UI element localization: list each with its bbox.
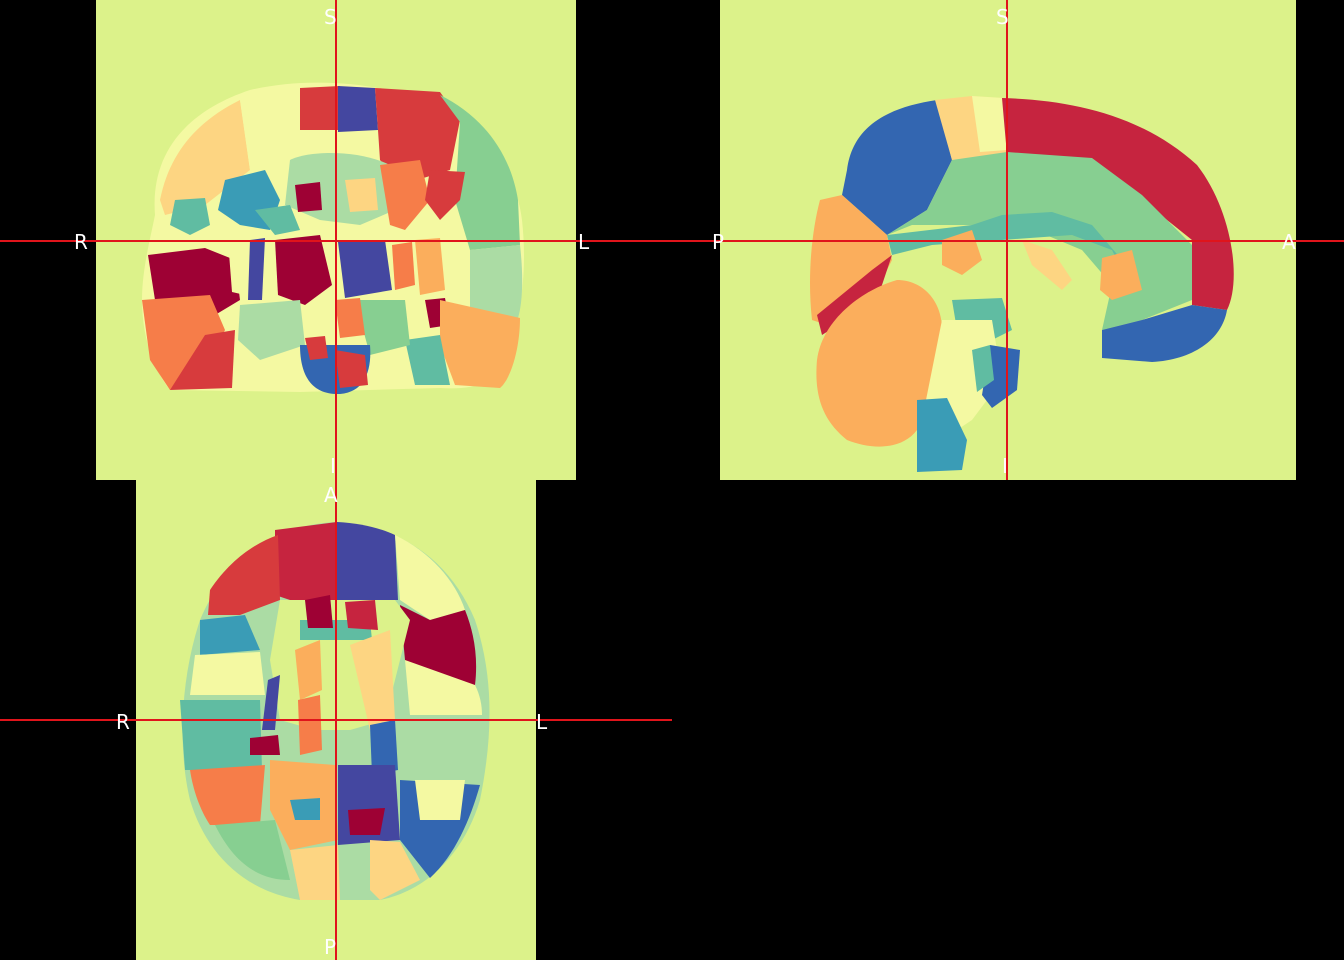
empty-render-panel[interactable] [672, 480, 1344, 960]
sagittal-crosshair-horizontal [672, 240, 1344, 242]
coronal-slice-image [142, 82, 525, 395]
sagittal-slice-image [809, 96, 1234, 472]
axial-crosshair-horizontal [0, 719, 672, 721]
coronal-view[interactable]: S I R L [0, 0, 672, 480]
axial-view[interactable]: A P R L [0, 480, 672, 960]
coronal-crosshair-horizontal [0, 240, 672, 242]
sagittal-view[interactable]: S I P A [672, 0, 1344, 480]
